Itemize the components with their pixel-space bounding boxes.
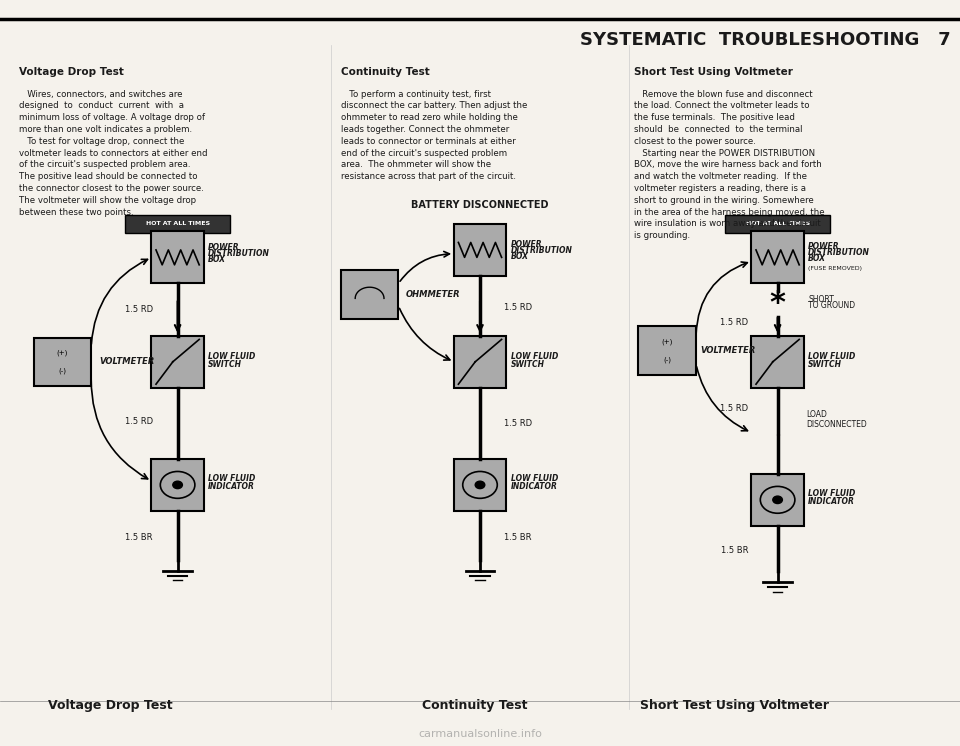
- Text: 1.5 RD: 1.5 RD: [720, 318, 749, 327]
- FancyBboxPatch shape: [752, 474, 804, 526]
- Text: SWITCH: SWITCH: [511, 360, 544, 369]
- Text: Continuity Test: Continuity Test: [422, 700, 528, 712]
- Text: BOX: BOX: [511, 252, 529, 261]
- Text: 1.5 RD: 1.5 RD: [720, 404, 749, 413]
- FancyBboxPatch shape: [638, 327, 696, 374]
- Text: SYSTEMATIC  TROUBLESHOOTING   7: SYSTEMATIC TROUBLESHOOTING 7: [580, 31, 950, 49]
- Text: HOT AT ALL TIMES: HOT AT ALL TIMES: [146, 222, 209, 226]
- FancyBboxPatch shape: [151, 231, 204, 283]
- FancyBboxPatch shape: [125, 215, 230, 233]
- FancyBboxPatch shape: [151, 336, 204, 388]
- Circle shape: [475, 481, 485, 489]
- FancyBboxPatch shape: [341, 271, 398, 319]
- Text: 1.5 RD: 1.5 RD: [504, 303, 532, 312]
- Text: INDICATOR: INDICATOR: [208, 482, 255, 491]
- FancyBboxPatch shape: [453, 459, 507, 511]
- Text: VOLTMETER: VOLTMETER: [99, 357, 155, 366]
- Text: BATTERY DISCONNECTED: BATTERY DISCONNECTED: [411, 200, 549, 210]
- Text: (FUSE REMOVED): (FUSE REMOVED): [808, 266, 862, 271]
- Text: DISTRIBUTION: DISTRIBUTION: [511, 246, 572, 255]
- Text: (-): (-): [663, 357, 671, 363]
- Text: Short Test Using Voltmeter: Short Test Using Voltmeter: [634, 67, 792, 77]
- Text: Short Test Using Voltmeter: Short Test Using Voltmeter: [640, 700, 828, 712]
- Text: INDICATOR: INDICATOR: [511, 482, 558, 491]
- Text: INDICATOR: INDICATOR: [808, 497, 855, 506]
- Text: SWITCH: SWITCH: [208, 360, 242, 369]
- Text: 1.5 RD: 1.5 RD: [504, 419, 532, 428]
- Text: POWER: POWER: [208, 243, 240, 252]
- Text: DISTRIBUTION: DISTRIBUTION: [208, 249, 270, 258]
- Circle shape: [773, 496, 782, 504]
- Circle shape: [173, 481, 182, 489]
- FancyBboxPatch shape: [752, 336, 804, 388]
- Text: POWER: POWER: [808, 242, 840, 251]
- Text: DISTRIBUTION: DISTRIBUTION: [808, 248, 870, 257]
- Text: 1.5 RD: 1.5 RD: [125, 305, 154, 314]
- Text: OHMMETER: OHMMETER: [406, 290, 461, 299]
- Text: HOT AT ALL TIMES: HOT AT ALL TIMES: [746, 222, 809, 226]
- Text: 1.5 RD: 1.5 RD: [125, 417, 154, 426]
- Text: LOW FLUID: LOW FLUID: [808, 352, 855, 361]
- Text: SWITCH: SWITCH: [808, 360, 842, 369]
- Text: Voltage Drop Test: Voltage Drop Test: [19, 67, 124, 77]
- FancyBboxPatch shape: [725, 215, 830, 233]
- Text: TO GROUND: TO GROUND: [808, 301, 855, 310]
- Text: To perform a continuity test, first
disconnect the car battery. Then adjust the
: To perform a continuity test, first disc…: [341, 90, 527, 181]
- Text: Wires, connectors, and switches are
designed  to  conduct  current  with  a
mini: Wires, connectors, and switches are desi…: [19, 90, 207, 216]
- Text: carmanualsonline.info: carmanualsonline.info: [418, 729, 542, 739]
- Text: (-): (-): [59, 368, 66, 374]
- Text: Continuity Test: Continuity Test: [341, 67, 429, 77]
- Text: (+): (+): [57, 350, 68, 356]
- FancyBboxPatch shape: [752, 231, 804, 283]
- Text: BOX: BOX: [808, 254, 827, 263]
- Text: LOW FLUID: LOW FLUID: [208, 474, 255, 483]
- Text: LOW FLUID: LOW FLUID: [208, 352, 255, 361]
- Text: *: *: [770, 289, 785, 318]
- Text: 1.5 BR: 1.5 BR: [126, 533, 153, 542]
- Text: Voltage Drop Test: Voltage Drop Test: [48, 700, 173, 712]
- Text: LOW FLUID: LOW FLUID: [808, 489, 855, 498]
- Text: BOX: BOX: [208, 255, 227, 264]
- Text: 1.5 BR: 1.5 BR: [721, 546, 748, 555]
- Text: Remove the blown fuse and disconnect
the load. Connect the voltmeter leads to
th: Remove the blown fuse and disconnect the…: [634, 90, 825, 240]
- FancyBboxPatch shape: [453, 336, 507, 388]
- Text: 1.5 BR: 1.5 BR: [504, 533, 532, 542]
- Text: LOW FLUID: LOW FLUID: [511, 474, 558, 483]
- Text: SHORT: SHORT: [808, 295, 834, 304]
- FancyBboxPatch shape: [453, 224, 507, 276]
- Text: LOW FLUID: LOW FLUID: [511, 352, 558, 361]
- FancyBboxPatch shape: [34, 337, 91, 386]
- FancyBboxPatch shape: [151, 459, 204, 511]
- Text: (+): (+): [661, 339, 673, 345]
- Text: VOLTMETER: VOLTMETER: [701, 346, 756, 355]
- Text: POWER: POWER: [511, 240, 542, 249]
- Text: LOAD
DISCONNECTED: LOAD DISCONNECTED: [806, 410, 867, 429]
